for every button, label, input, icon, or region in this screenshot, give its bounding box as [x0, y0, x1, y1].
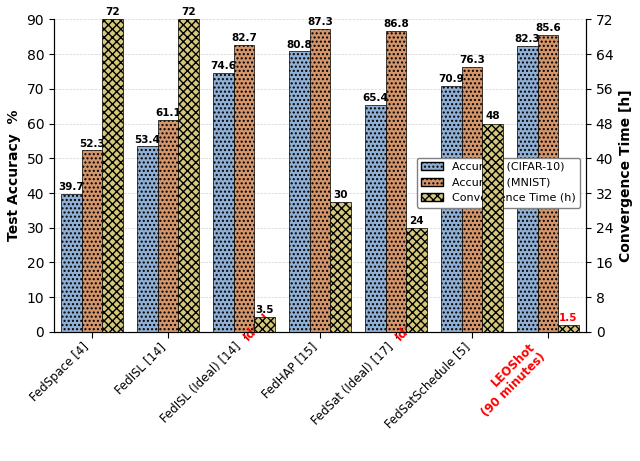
Bar: [406, 228, 427, 332]
Text: 39.7: 39.7: [58, 183, 84, 192]
Y-axis label: Convergence Time [h]: Convergence Time [h]: [619, 89, 633, 262]
Bar: [365, 105, 386, 332]
Text: 76.3: 76.3: [459, 55, 485, 65]
Text: 82.3: 82.3: [515, 35, 540, 44]
Text: 72: 72: [181, 7, 196, 17]
Text: 48: 48: [485, 112, 500, 121]
Bar: [330, 202, 351, 332]
Bar: [517, 46, 538, 332]
Text: 52.3: 52.3: [79, 139, 105, 148]
Text: Ideal: Ideal: [241, 311, 273, 343]
Legend: Accuracy (CIFAR-10), Accuracy (MNIST), Convergence Time (h): Accuracy (CIFAR-10), Accuracy (MNIST), C…: [417, 158, 580, 207]
Bar: [310, 29, 330, 332]
Bar: [538, 35, 558, 332]
Text: FedSatSchedule [5]: FedSatSchedule [5]: [381, 340, 472, 431]
Bar: [102, 19, 123, 332]
Text: 61.1: 61.1: [155, 108, 180, 118]
Text: 70.9: 70.9: [438, 74, 465, 84]
Text: 30: 30: [333, 189, 348, 200]
Text: 74.6: 74.6: [211, 61, 236, 71]
Text: 3.5: 3.5: [255, 305, 274, 314]
Text: FedISL [14]: FedISL [14]: [112, 340, 168, 396]
Bar: [441, 86, 461, 332]
Bar: [81, 150, 102, 332]
Bar: [137, 147, 157, 332]
Text: 65.4: 65.4: [362, 93, 388, 103]
Bar: [157, 120, 178, 332]
Bar: [483, 124, 503, 332]
Bar: [386, 30, 406, 332]
Bar: [461, 67, 483, 332]
Text: 80.8: 80.8: [287, 40, 312, 50]
Bar: [234, 45, 254, 332]
Text: 85.6: 85.6: [535, 23, 561, 33]
Bar: [178, 19, 198, 332]
Bar: [254, 317, 275, 332]
Bar: [289, 51, 310, 332]
Text: 86.8: 86.8: [383, 19, 409, 29]
Text: Ideal: Ideal: [393, 311, 426, 343]
Text: FedSpace [4]: FedSpace [4]: [28, 340, 92, 404]
Text: 24: 24: [409, 216, 424, 225]
Text: 1.5: 1.5: [559, 313, 578, 323]
Text: FedSat (Ideal) [17]: FedSat (Ideal) [17]: [309, 340, 396, 427]
Text: 53.4: 53.4: [134, 135, 160, 145]
Text: 72: 72: [105, 7, 120, 17]
Bar: [61, 194, 81, 332]
Text: FedHAP [15]: FedHAP [15]: [260, 340, 320, 401]
Text: 87.3: 87.3: [307, 17, 333, 27]
Bar: [558, 325, 579, 332]
Bar: [213, 73, 234, 332]
Text: LEOShot
(90 minutes): LEOShot (90 minutes): [468, 340, 548, 420]
Y-axis label: Test Accuracy  %: Test Accuracy %: [7, 110, 21, 242]
Text: FedISL (Ideal) [14]: FedISL (Ideal) [14]: [159, 340, 244, 426]
Text: 82.7: 82.7: [231, 33, 257, 43]
